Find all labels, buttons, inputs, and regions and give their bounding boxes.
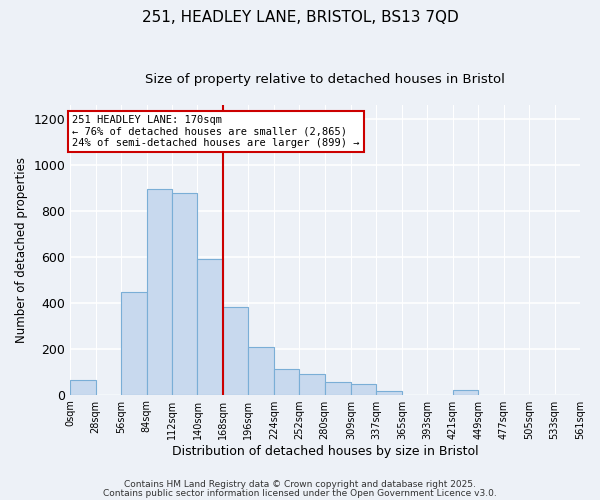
X-axis label: Distribution of detached houses by size in Bristol: Distribution of detached houses by size … [172, 444, 478, 458]
Text: 251 HEADLEY LANE: 170sqm
← 76% of detached houses are smaller (2,865)
24% of sem: 251 HEADLEY LANE: 170sqm ← 76% of detach… [72, 115, 359, 148]
Bar [223, 307, 248, 394]
Bar [197, 259, 223, 394]
Text: 251, HEADLEY LANE, BRISTOL, BS13 7QD: 251, HEADLEY LANE, BRISTOL, BS13 7QD [142, 10, 458, 25]
Text: Contains HM Land Registry data © Crown copyright and database right 2025.: Contains HM Land Registry data © Crown c… [124, 480, 476, 489]
Bar [351, 384, 376, 394]
Bar [70, 380, 96, 394]
Bar [376, 391, 402, 394]
Bar [121, 292, 146, 394]
Y-axis label: Number of detached properties: Number of detached properties [15, 156, 28, 342]
Bar [325, 382, 351, 394]
Bar [248, 348, 274, 395]
Bar [453, 390, 478, 394]
Title: Size of property relative to detached houses in Bristol: Size of property relative to detached ho… [145, 72, 505, 86]
Bar [146, 188, 172, 394]
Bar [274, 368, 299, 394]
Bar [299, 374, 325, 394]
Text: Contains public sector information licensed under the Open Government Licence v3: Contains public sector information licen… [103, 488, 497, 498]
Bar [172, 194, 197, 394]
